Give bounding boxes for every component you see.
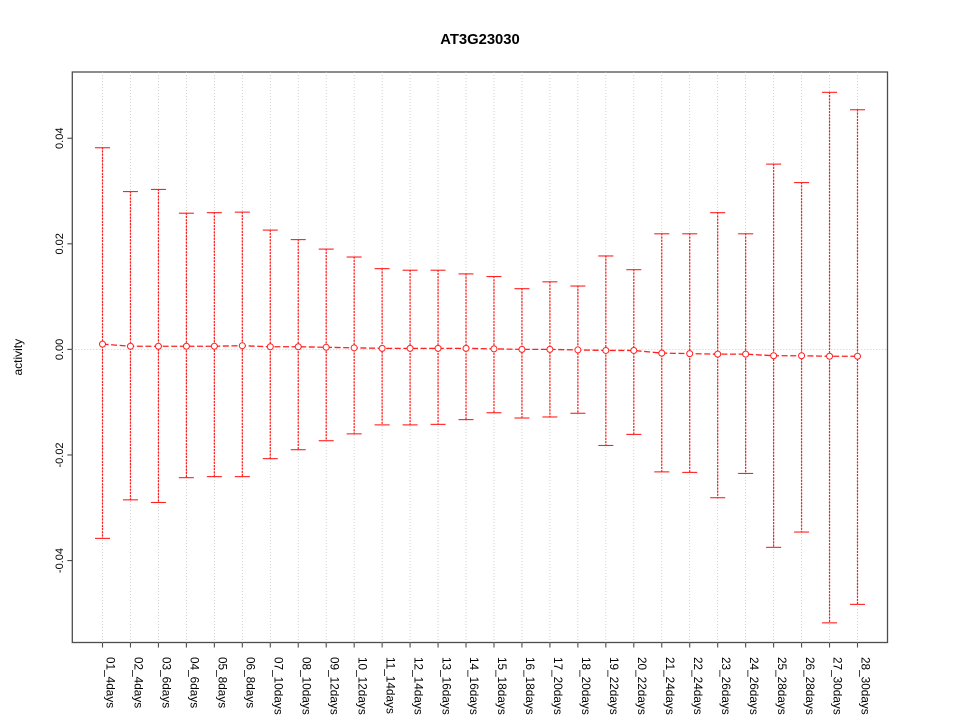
svg-text:24_26days: 24_26days: [747, 657, 761, 715]
svg-text:17_20days: 17_20days: [551, 657, 565, 715]
svg-text:01_4days: 01_4days: [104, 657, 118, 708]
svg-text:09_12days: 09_12days: [327, 657, 341, 715]
svg-text:20_22days: 20_22days: [635, 657, 649, 715]
svg-text:AT3G23030: AT3G23030: [440, 32, 520, 48]
svg-text:activity: activity: [11, 339, 25, 376]
svg-text:19_22days: 19_22days: [607, 657, 621, 715]
svg-text:21_24days: 21_24days: [663, 657, 677, 715]
svg-text:08_10days: 08_10days: [299, 657, 313, 715]
svg-text:0.04: 0.04: [54, 128, 66, 149]
svg-text:-0.02: -0.02: [54, 442, 66, 467]
svg-text:14_16days: 14_16days: [467, 657, 481, 715]
svg-text:04_6days: 04_6days: [188, 657, 202, 708]
svg-text:02_4days: 02_4days: [132, 657, 146, 708]
svg-text:16_18days: 16_18days: [523, 657, 537, 715]
svg-text:13_16days: 13_16days: [439, 657, 453, 715]
svg-text:11_14days: 11_14days: [383, 657, 397, 714]
svg-text:06_8days: 06_8days: [244, 657, 258, 708]
svg-text:0.00: 0.00: [54, 339, 66, 360]
svg-text:26_28days: 26_28days: [803, 657, 817, 715]
svg-text:10_12days: 10_12days: [355, 657, 369, 715]
svg-text:05_8days: 05_8days: [216, 657, 230, 708]
svg-text:27_30days: 27_30days: [831, 657, 845, 715]
svg-text:25_28days: 25_28days: [775, 657, 789, 715]
svg-text:07_10days: 07_10days: [271, 657, 285, 715]
svg-text:15_18days: 15_18days: [495, 657, 509, 715]
svg-text:03_6days: 03_6days: [160, 657, 174, 708]
svg-text:18_20days: 18_20days: [579, 657, 593, 715]
svg-text:12_14days: 12_14days: [411, 657, 425, 715]
svg-text:23_26days: 23_26days: [719, 657, 733, 715]
svg-text:28_30days: 28_30days: [859, 657, 873, 715]
svg-text:22_24days: 22_24days: [691, 657, 705, 715]
svg-text:0.02: 0.02: [54, 233, 66, 254]
svg-text:-0.04: -0.04: [54, 548, 66, 573]
